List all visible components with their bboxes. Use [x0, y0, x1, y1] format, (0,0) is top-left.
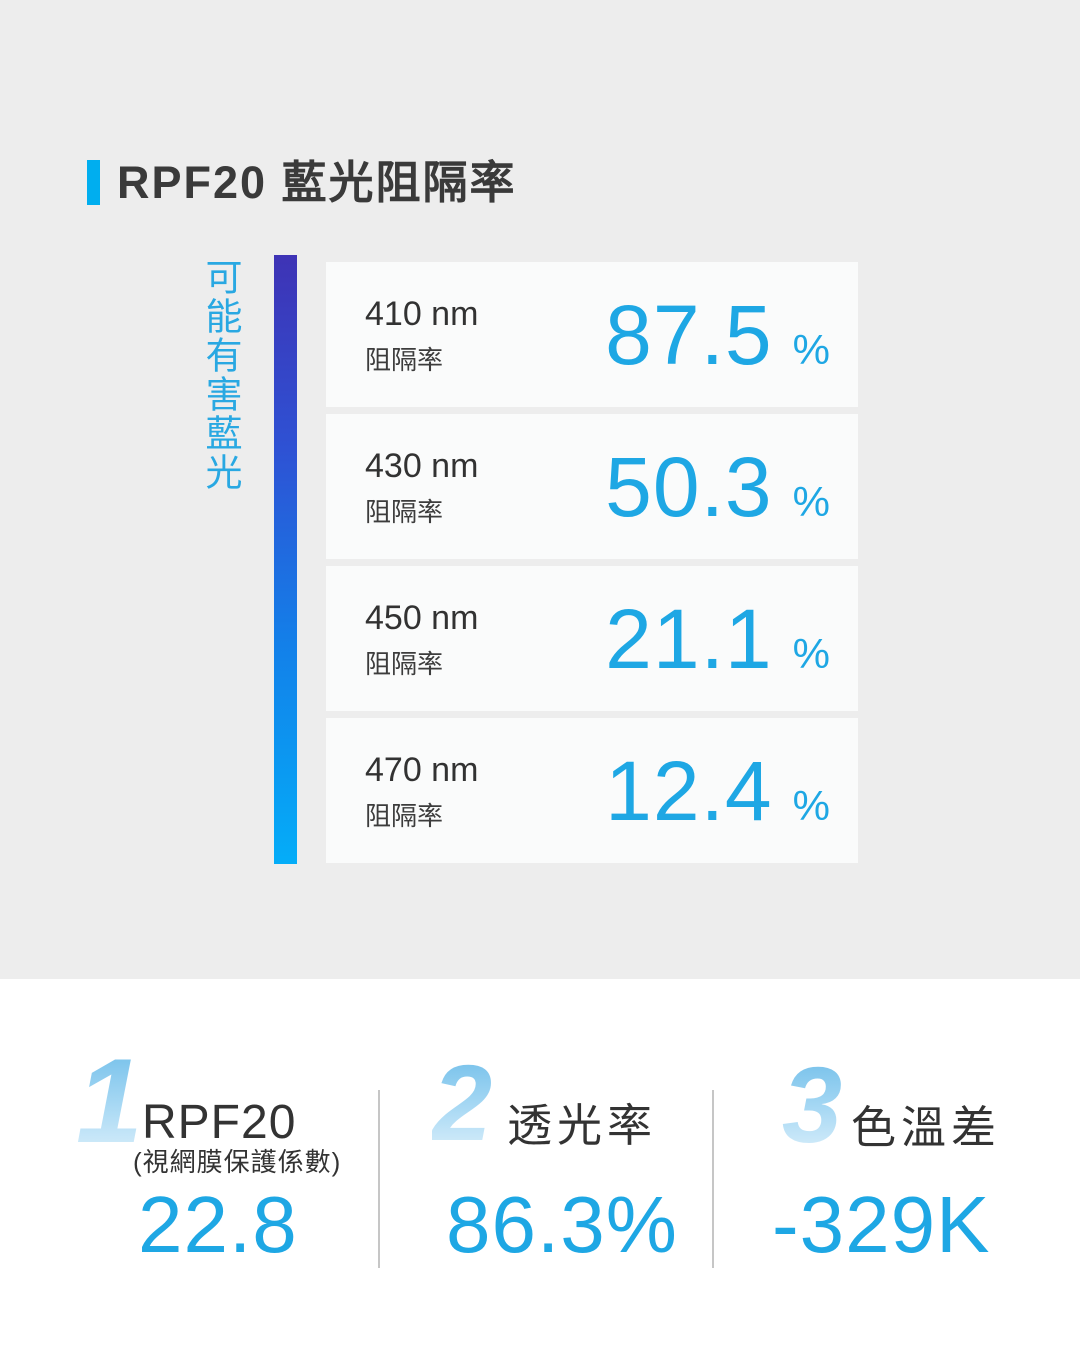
card-value-block: 21.1 %	[605, 597, 830, 681]
percent-unit: %	[792, 781, 830, 829]
stat-name-transmittance: 透光率	[507, 1100, 658, 1151]
blocking-rate-card-410nm: 410 nm 阻隔率 87.5 %	[326, 262, 858, 407]
wavelength-label: 450 nm	[365, 598, 479, 637]
stat-index-numeral-3: 3	[782, 1044, 843, 1165]
column-divider	[712, 1090, 714, 1268]
stat-name-rpf20: RPF20	[142, 1096, 297, 1149]
card-label-block: 430 nm 阻隔率	[365, 449, 478, 525]
metric-label: 阻隔率	[365, 648, 444, 679]
percent-unit: %	[792, 629, 830, 677]
blocking-rate-value: 21.1	[605, 591, 773, 686]
wavelength-label: 410 nm	[365, 294, 479, 333]
card-value-block: 87.5 %	[605, 293, 830, 377]
blocking-rate-section: RPF20 藍光阻隔率 可能有害藍光 410 nm 阻隔率 87.5 % 430…	[0, 0, 1080, 979]
title-accent-bar-icon	[87, 160, 100, 206]
blocking-rate-value: 87.5	[605, 287, 773, 382]
metric-label: 阻隔率	[365, 344, 444, 375]
wavelength-gradient-bar	[274, 255, 297, 864]
card-value-block: 50.3 %	[605, 445, 830, 529]
wavelength-label: 470 nm	[365, 750, 479, 789]
stat-index-numeral-2: 2	[432, 1042, 493, 1163]
metric-label: 阻隔率	[365, 496, 444, 527]
blocking-rate-card-450nm: 450 nm 阻隔率 21.1 %	[326, 566, 858, 711]
blocking-rate-value: 50.3	[605, 439, 773, 534]
stat-value-transmittance: 86.3%	[446, 1180, 678, 1269]
stat-name-color-temp-diff: 色溫差	[851, 1102, 1002, 1153]
stat-subtitle-retina-protection: (視網膜保護係數)	[133, 1147, 342, 1177]
harmful-blue-light-vertical-label: 可能有害藍光	[200, 258, 241, 492]
blocking-rate-card-list: 410 nm 阻隔率 87.5 % 430 nm 阻隔率 50.3 %	[326, 262, 858, 863]
key-metrics-section: 1 RPF20 (視網膜保護係數) 22.8 2 透光率 86.3% 3 色溫差…	[0, 979, 1080, 1350]
blocking-rate-value: 12.4	[605, 743, 773, 838]
wavelength-label: 430 nm	[365, 446, 479, 485]
card-label-block: 470 nm 阻隔率	[365, 753, 478, 829]
blocking-rate-card-430nm: 430 nm 阻隔率 50.3 %	[326, 414, 858, 559]
metric-label: 阻隔率	[365, 800, 444, 831]
card-label-block: 410 nm 阻隔率	[365, 297, 478, 373]
percent-unit: %	[792, 477, 830, 525]
stat-value-rpf20: 22.8	[138, 1180, 298, 1269]
blocking-rate-card-470nm: 470 nm 阻隔率 12.4 %	[326, 718, 858, 863]
column-divider	[378, 1090, 380, 1268]
stat-value-color-temp-diff: -329K	[772, 1180, 991, 1269]
stat-index-numeral-1: 1	[76, 1034, 143, 1168]
card-label-block: 450 nm 阻隔率	[365, 601, 478, 677]
page-title: RPF20 藍光阻隔率	[117, 157, 517, 209]
card-value-block: 12.4 %	[605, 749, 830, 833]
page-title-row: RPF20 藍光阻隔率	[87, 130, 517, 235]
percent-unit: %	[792, 325, 830, 373]
